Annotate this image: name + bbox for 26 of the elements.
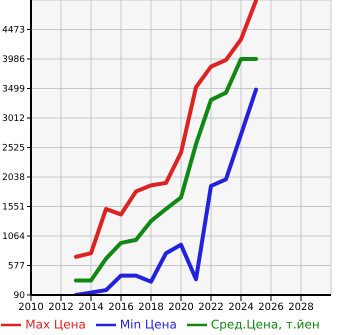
y-tick-label: 3012 xyxy=(2,114,25,124)
y-tick-label: 1064 xyxy=(2,232,26,242)
y-tick-label: 1551 xyxy=(2,202,25,213)
y-tick-label: 2038 xyxy=(2,173,26,184)
y-tick-label: 90 xyxy=(14,291,26,302)
x-tick-label: 2028 xyxy=(288,302,314,314)
legend-label: Max Цена xyxy=(25,317,86,332)
y-tick-label: 4473 xyxy=(2,26,25,36)
x-tick-label: 2024 xyxy=(228,302,254,314)
line-series xyxy=(74,0,258,259)
x-tick-label: 2018 xyxy=(138,302,164,314)
y-tick-label: 2525 xyxy=(2,144,25,154)
x-tick-label: 2016 xyxy=(108,302,134,314)
x-tick-label: 2026 xyxy=(258,302,284,314)
line-series xyxy=(74,88,258,295)
y-tick-label: 577 xyxy=(8,262,25,272)
x-tick-label: 2020 xyxy=(168,302,194,314)
x-tick-label: 2010 xyxy=(18,302,44,314)
line-series xyxy=(74,57,258,282)
x-tick-label: 2014 xyxy=(78,302,104,314)
y-tick-label: 3986 xyxy=(2,55,26,66)
x-tick-label: 2012 xyxy=(48,302,74,314)
legend-label: Min Цена xyxy=(120,317,177,332)
x-tick-label: 2022 xyxy=(198,302,224,314)
legend-label: Сред.Цена, т.йен xyxy=(210,317,320,332)
y-tick-label: 3499 xyxy=(2,84,26,95)
